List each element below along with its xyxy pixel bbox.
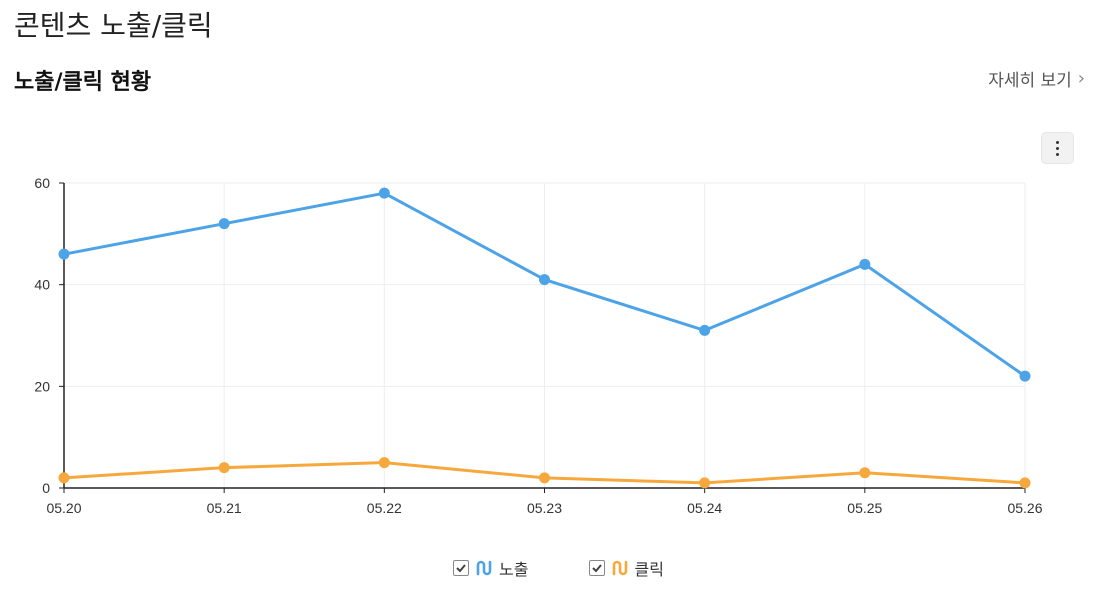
x-tick-label: 05.21 — [207, 500, 242, 516]
y-tick-label: 40 — [34, 277, 50, 293]
legend-checkbox-impressions[interactable] — [453, 560, 470, 576]
y-tick-label: 0 — [42, 480, 50, 496]
y-tick-label: 60 — [34, 175, 50, 191]
legend-item-clicks[interactable]: 클릭 — [588, 556, 664, 580]
x-tick-label: 05.22 — [367, 500, 402, 516]
data-point-clicks — [58, 472, 70, 484]
data-point-clicks — [699, 477, 711, 489]
data-point-impressions — [699, 324, 711, 336]
section-title: 노출/클릭 현황 — [14, 70, 152, 95]
more-vertical-icon — [1056, 140, 1059, 156]
data-point-clicks — [1019, 477, 1031, 489]
legend-checkbox-clicks[interactable] — [588, 560, 605, 576]
detail-link[interactable]: 자세히 보기 › — [988, 66, 1085, 91]
legend-label-clicks: 클릭 — [634, 560, 664, 579]
data-point-clicks — [859, 467, 871, 479]
detail-link-label: 자세히 보기 — [988, 71, 1072, 91]
x-tick-label: 05.26 — [1007, 500, 1042, 516]
data-point-impressions — [859, 258, 871, 270]
legend-label-impressions: 노출 — [499, 560, 529, 579]
x-tick-label: 05.24 — [687, 500, 722, 516]
y-tick-label: 20 — [34, 378, 50, 394]
data-point-impressions — [1019, 370, 1031, 382]
data-point-clicks — [539, 472, 550, 484]
data-point-impressions — [58, 248, 70, 260]
data-point-impressions — [539, 274, 550, 286]
data-point-impressions — [378, 187, 390, 199]
chart-menu-button[interactable] — [1041, 132, 1074, 164]
legend-item-impressions[interactable]: 노출 — [453, 556, 529, 580]
chevron-right-icon: › — [1077, 68, 1085, 89]
x-tick-label: 05.23 — [527, 500, 562, 516]
data-point-impressions — [218, 218, 230, 230]
series-line-icon — [476, 560, 492, 576]
line-chart: 0 20 40 60 05.20 05.21 05.22 05.23 05.24 05.25 05.… — [34, 175, 1042, 516]
series-line-icon — [612, 560, 627, 576]
data-point-clicks — [378, 457, 390, 469]
page-title: 콘텐츠 노출/클릭 — [14, 9, 213, 42]
x-tick-label: 05.25 — [847, 500, 882, 516]
chart-legend: 노출 클릭 — [0, 556, 1117, 580]
x-tick-label: 05.20 — [46, 500, 81, 516]
data-point-clicks — [218, 462, 230, 474]
